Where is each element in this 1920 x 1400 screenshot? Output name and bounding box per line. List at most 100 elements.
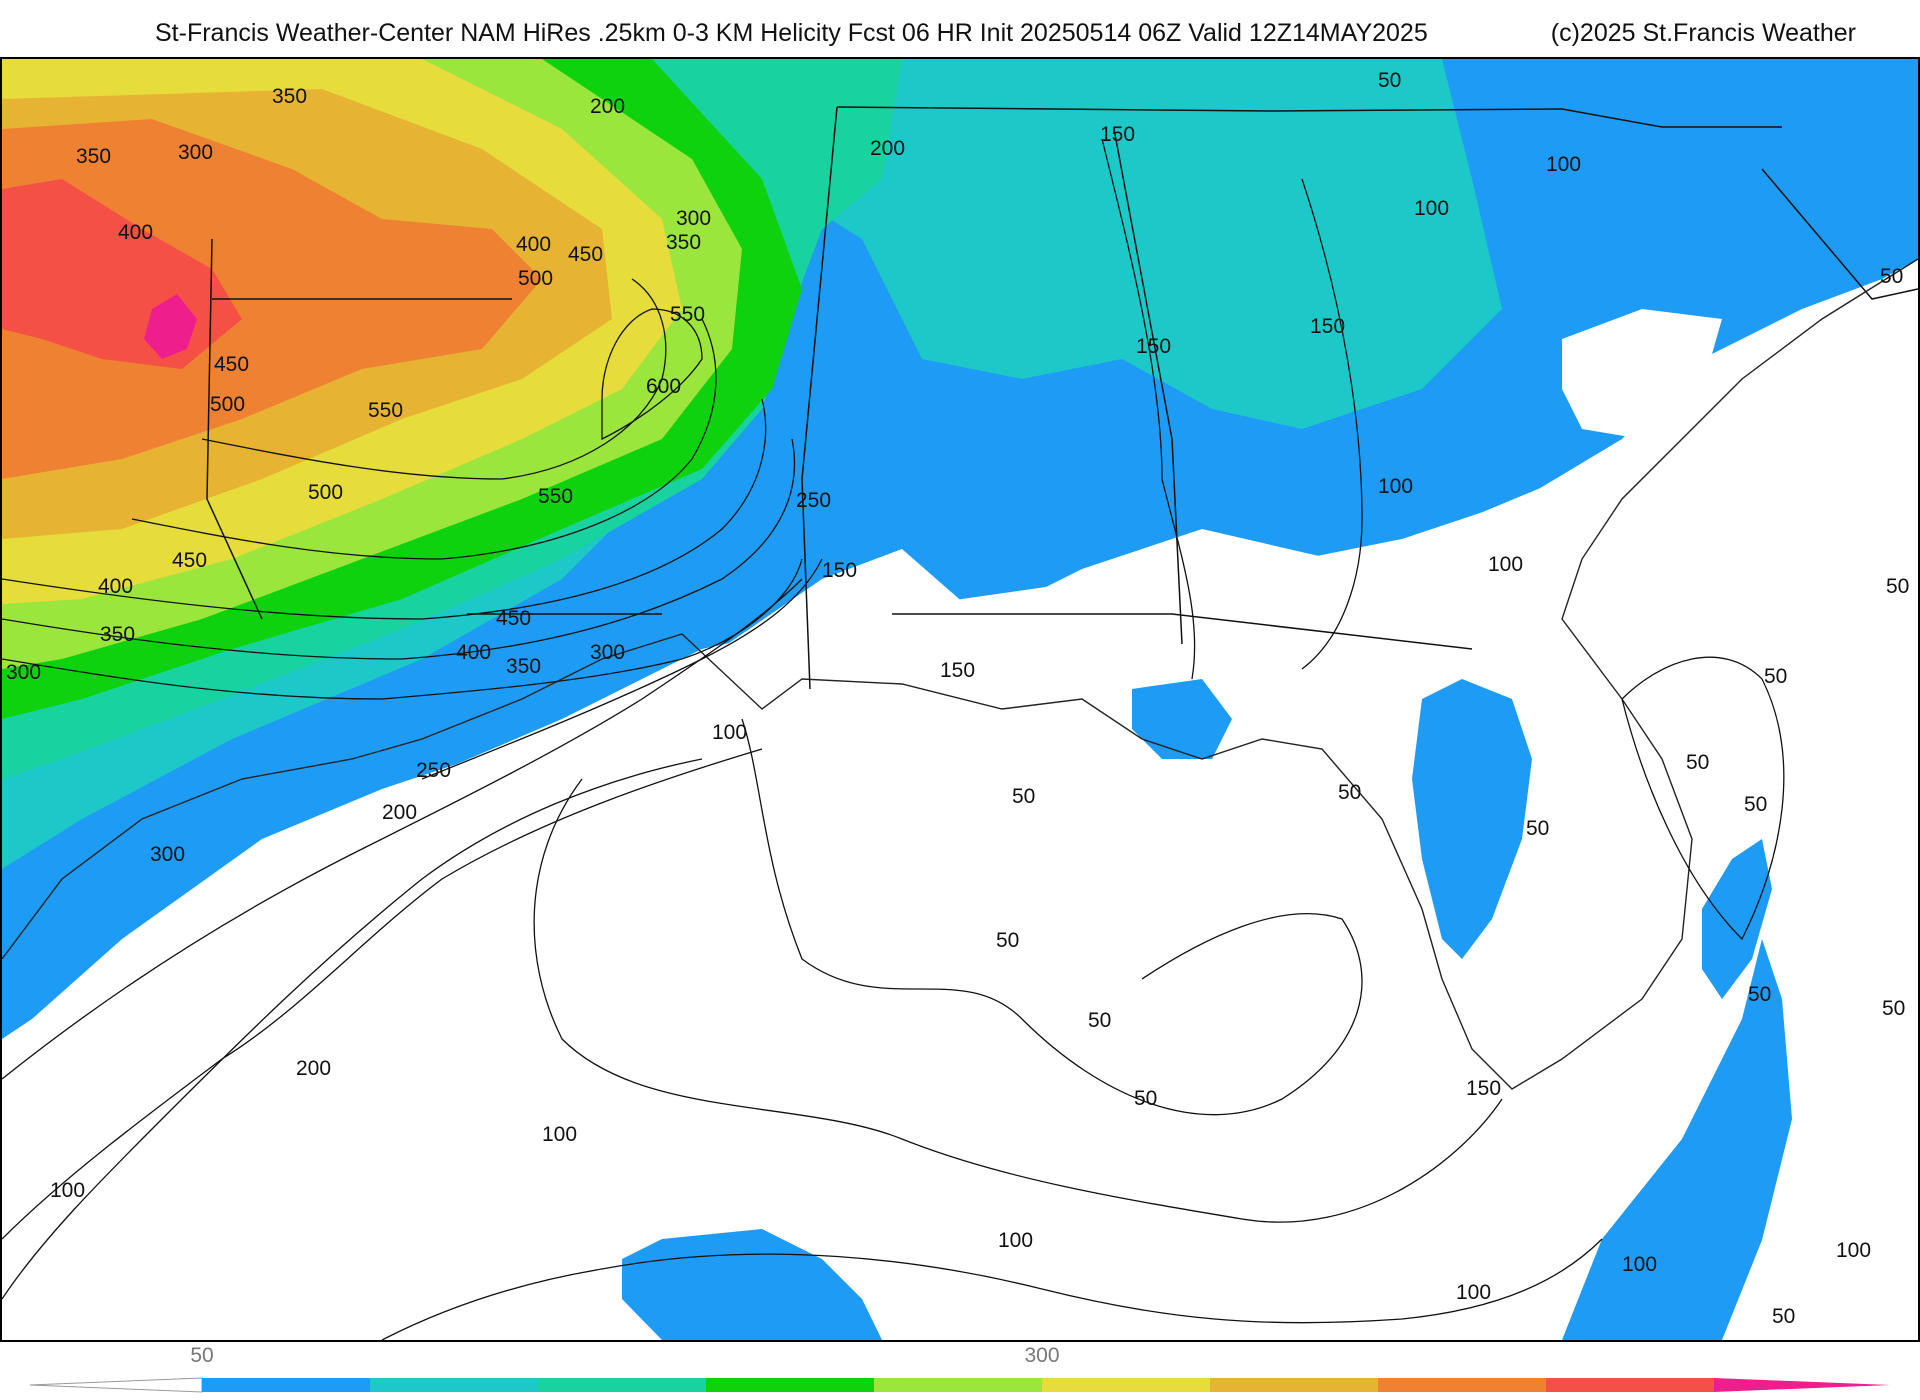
contour-label: 200	[296, 1057, 331, 1080]
contour-label: 100	[1622, 1253, 1657, 1276]
contour-label: 250	[416, 759, 451, 782]
contour-label: 300	[150, 843, 185, 866]
contour-label: 100	[1414, 197, 1449, 220]
contour-label: 50	[1012, 785, 1035, 808]
contour-label: 50	[1882, 997, 1905, 1020]
contour-550	[201, 278, 667, 480]
state-borders	[206, 106, 1918, 690]
map-title-bar: St-Francis Weather-Center NAM HiRes .25k…	[0, 0, 1920, 58]
helicity-band-blue-florida	[1412, 679, 1532, 959]
contour-label: 50	[996, 929, 1019, 952]
contour-450	[2, 398, 767, 620]
contour-label: 200	[590, 95, 625, 118]
helicity-band-blue-panhandle	[1132, 679, 1232, 759]
state-border-al-ga	[1113, 128, 1183, 645]
contour-300	[2, 578, 803, 1080]
helicity-colorbar: 50 300	[0, 1342, 1920, 1400]
contour-label: 50	[1686, 751, 1709, 774]
contour-label: 50	[1764, 665, 1787, 688]
colorbar-swatch	[538, 1378, 706, 1392]
helicity-band-blue-atlantic	[1562, 939, 1792, 1340]
contour-label: 150	[1100, 123, 1135, 146]
helicity-contours	[2, 138, 1785, 1340]
colorbar-gradient	[30, 1377, 1890, 1393]
contour-200	[2, 758, 703, 1300]
contour-100-north	[1301, 178, 1363, 670]
gulf-coastline	[2, 258, 1918, 1090]
contour-400	[2, 438, 796, 660]
copyright-notice: (c)2025 St.Francis Weather	[1550, 19, 1856, 47]
contour-label: 350	[506, 655, 541, 678]
map-title: St-Francis Weather-Center NAM HiRes .25k…	[155, 19, 1428, 47]
contour-label: 200	[382, 801, 417, 824]
contour-label: 400	[98, 575, 133, 598]
contour-label: 100	[712, 721, 747, 744]
contour-label: 150	[940, 659, 975, 682]
contour-label: 100	[1456, 1281, 1491, 1304]
contour-label: 50	[1378, 69, 1401, 92]
contour-label: 350	[100, 623, 135, 646]
contour-label: 450	[214, 353, 249, 376]
contour-500	[131, 318, 717, 560]
low-helicity-carolina	[1562, 309, 1722, 439]
contour-label: 300	[6, 661, 41, 684]
colorbar-right-arrow	[1714, 1378, 1890, 1392]
contour-label: 600	[646, 375, 681, 398]
state-border-ar-east	[206, 238, 263, 620]
state-border-ms-al	[801, 106, 838, 690]
contour-label: 450	[496, 607, 531, 630]
contour-label: 400	[456, 641, 491, 664]
contour-label: 550	[670, 303, 705, 326]
contour-label: 450	[172, 549, 207, 572]
contour-50-east	[1621, 656, 1785, 941]
contour-label: 150	[822, 559, 857, 582]
state-border-tn-north	[836, 106, 1563, 112]
contour-labels: 350 350 300 400 450 500 550 500 450 400 …	[6, 69, 1909, 1328]
contour-600	[601, 308, 703, 441]
contour-label: 100	[1488, 553, 1523, 576]
helicity-band-blue-gulf	[622, 1229, 882, 1340]
state-border-nc-va	[1561, 108, 1782, 128]
colorbar-tick-label: 300	[1024, 1344, 1060, 1367]
contour-100-south	[381, 1238, 1603, 1340]
colorbar-swatch	[370, 1378, 538, 1392]
contour-label: 50	[1526, 817, 1549, 840]
contour-label: 150	[1136, 335, 1171, 358]
contour-label: 350	[76, 145, 111, 168]
contour-label: 50	[1772, 1305, 1795, 1328]
coastlines	[2, 258, 1918, 1090]
helicity-fill-layer	[2, 59, 1918, 1340]
contour-label: 300	[178, 141, 213, 164]
contour-150-north	[1101, 138, 1196, 680]
contour-150	[2, 748, 763, 1240]
contour-label: 550	[368, 399, 403, 422]
contour-label: 50	[1744, 793, 1767, 816]
helicity-band-magenta	[144, 294, 197, 359]
helicity-map[interactable]: 350 350 300 400 450 500 550 500 450 400 …	[0, 57, 1920, 1342]
helicity-band-blue-atlantic-east	[1702, 839, 1772, 999]
contour-label: 100	[998, 1229, 1033, 1252]
contour-100	[533, 778, 1503, 1223]
contour-label: 150	[1310, 315, 1345, 338]
contour-label: 100	[50, 1179, 85, 1202]
helicity-map-canvas: 350 350 300 400 450 500 550 500 450 400 …	[2, 59, 1918, 1340]
contour-label: 400	[118, 221, 153, 244]
state-border-ga-fl	[892, 613, 1473, 650]
contour-label: 300	[676, 207, 711, 230]
contour-label: 350	[666, 231, 701, 254]
contour-label: 50	[1880, 265, 1903, 288]
contour-label: 150	[1466, 1077, 1501, 1100]
colorbar-left-arrow	[30, 1377, 203, 1393]
contour-label: 350	[272, 85, 307, 108]
colorbar-swatch	[202, 1378, 370, 1392]
contour-label: 50	[1134, 1087, 1157, 1110]
contour-label: 50	[1886, 575, 1909, 598]
colorbar-tick-label: 50	[190, 1344, 214, 1367]
contour-label: 300	[590, 641, 625, 664]
contour-label: 100	[1378, 475, 1413, 498]
contour-label: 50	[1338, 781, 1361, 804]
contour-label: 550	[538, 485, 573, 508]
contour-label: 500	[210, 393, 245, 416]
contour-50	[741, 718, 1363, 1116]
contour-label: 50	[1088, 1009, 1111, 1032]
